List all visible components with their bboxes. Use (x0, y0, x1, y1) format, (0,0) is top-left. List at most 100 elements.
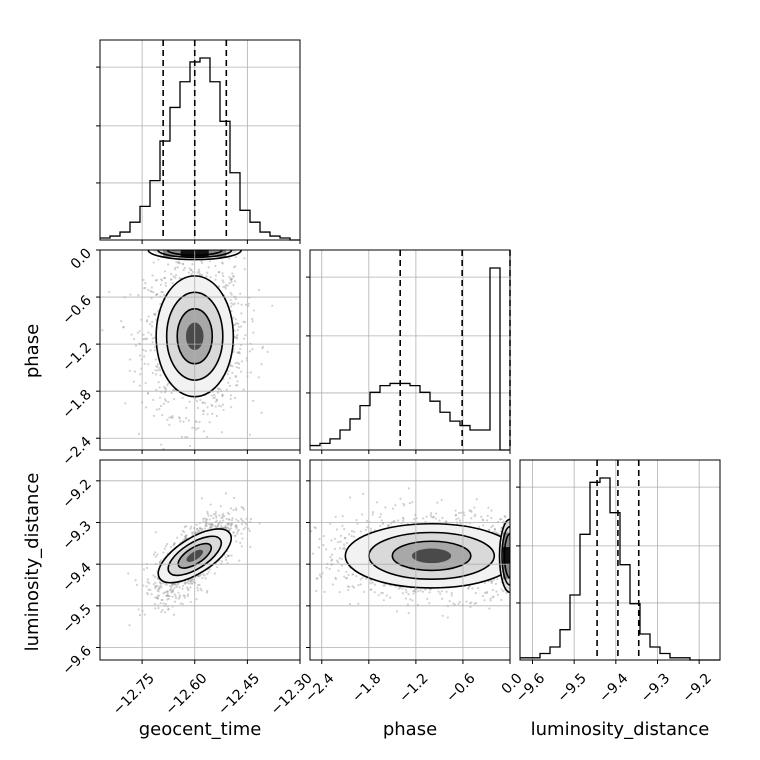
scatter-point (399, 586, 402, 589)
scatter-point (482, 524, 485, 527)
scatter-point (171, 415, 174, 418)
scatter-point (163, 387, 167, 390)
scatter-point (183, 530, 186, 534)
scatter-point (221, 403, 225, 406)
scatter-point (303, 546, 305, 548)
scatter-point (138, 330, 141, 333)
scatter-point (234, 374, 237, 378)
scatter-point (155, 388, 158, 392)
scatter-point (234, 375, 237, 378)
scatter-point (158, 581, 161, 584)
scatter-layer (101, 250, 274, 450)
scatter-point (429, 514, 432, 517)
scatter-point (152, 291, 155, 294)
scatter-point (401, 592, 405, 595)
scatter-point (208, 421, 211, 424)
scatter-point (432, 515, 436, 518)
scatter-point (169, 584, 172, 588)
scatter-point (362, 492, 365, 495)
scatter-point (201, 576, 204, 580)
scatter-point (364, 528, 367, 532)
scatter-point (228, 377, 232, 380)
scatter-point (208, 518, 211, 521)
scatter-point (225, 388, 228, 391)
panel-frame-hist-phase (309, 249, 511, 451)
scatter-point (142, 584, 145, 587)
scatter-point (335, 528, 338, 531)
scatter-point (224, 526, 227, 529)
scatter-point (248, 350, 252, 353)
scatter-point (237, 322, 240, 325)
scatter-point (385, 594, 388, 597)
x-axis-label-luminosity-distance: luminosity_distance (531, 719, 710, 740)
scatter-point (164, 398, 167, 401)
scatter-point (189, 527, 192, 530)
scatter-point (145, 566, 149, 570)
scatter-point (204, 577, 207, 580)
scatter-point (187, 579, 190, 582)
scatter-point (235, 335, 238, 338)
scatter-point (159, 559, 163, 562)
scatter-point (336, 561, 340, 564)
scatter-point (229, 507, 233, 510)
scatter-point (227, 381, 230, 384)
scatter-point (203, 574, 206, 577)
scatter-point (190, 531, 193, 534)
tick-label-y-luminosity_distance: −9.3 (59, 518, 94, 553)
scatter-point (339, 540, 342, 543)
scatter-point (228, 384, 232, 387)
scatter-point (176, 536, 179, 539)
scatter-point (214, 510, 217, 514)
scatter-point (228, 522, 231, 526)
scatter-point (333, 537, 336, 540)
scatter-point (146, 580, 149, 584)
scatter-point (271, 304, 274, 307)
scatter-point (232, 275, 236, 278)
scatter-point (317, 546, 321, 549)
scatter-point (222, 285, 225, 289)
scatter-point (381, 591, 384, 595)
scatter-point (154, 369, 157, 372)
scatter-point (188, 400, 191, 403)
scatter-point (411, 599, 414, 602)
panel-frame-hist-luminosity_distance (519, 459, 721, 661)
scatter-point (181, 396, 184, 400)
scatter-point (233, 329, 236, 332)
scatter-point (161, 290, 164, 294)
scatter-point (440, 498, 443, 502)
scatter-point (412, 589, 415, 593)
scatter-point (191, 533, 194, 536)
scatter-point (208, 526, 212, 530)
scatter-point (199, 273, 202, 276)
scatter-point (500, 517, 503, 521)
scatter-point (455, 518, 458, 521)
scatter-point (407, 593, 410, 596)
scatter-point (365, 519, 369, 523)
scatter-point (240, 360, 244, 363)
scatter-point (217, 285, 221, 288)
scatter-point (192, 531, 195, 534)
scatter-point (202, 413, 205, 416)
scatter-point (290, 568, 292, 570)
scatter-point (158, 396, 162, 399)
scatter-point (504, 515, 507, 519)
scatter-point (178, 277, 181, 280)
scatter-point (181, 529, 184, 533)
scatter-point (340, 557, 344, 561)
scatter-point (157, 606, 160, 610)
scatter-point (152, 414, 156, 417)
scatter-point (342, 543, 346, 546)
scatter-point (159, 404, 163, 408)
scatter-point (147, 363, 150, 366)
scatter-point (154, 587, 157, 590)
scatter-point (163, 270, 167, 273)
scatter-point (465, 600, 468, 603)
scatter-point (431, 516, 435, 519)
scatter-point (280, 578, 282, 580)
scatter-point (233, 534, 236, 538)
scatter-point (195, 523, 198, 526)
scatter-point (215, 519, 218, 522)
scatter-point (353, 530, 356, 533)
scatter-point (234, 526, 237, 529)
scatter-point (195, 400, 198, 403)
